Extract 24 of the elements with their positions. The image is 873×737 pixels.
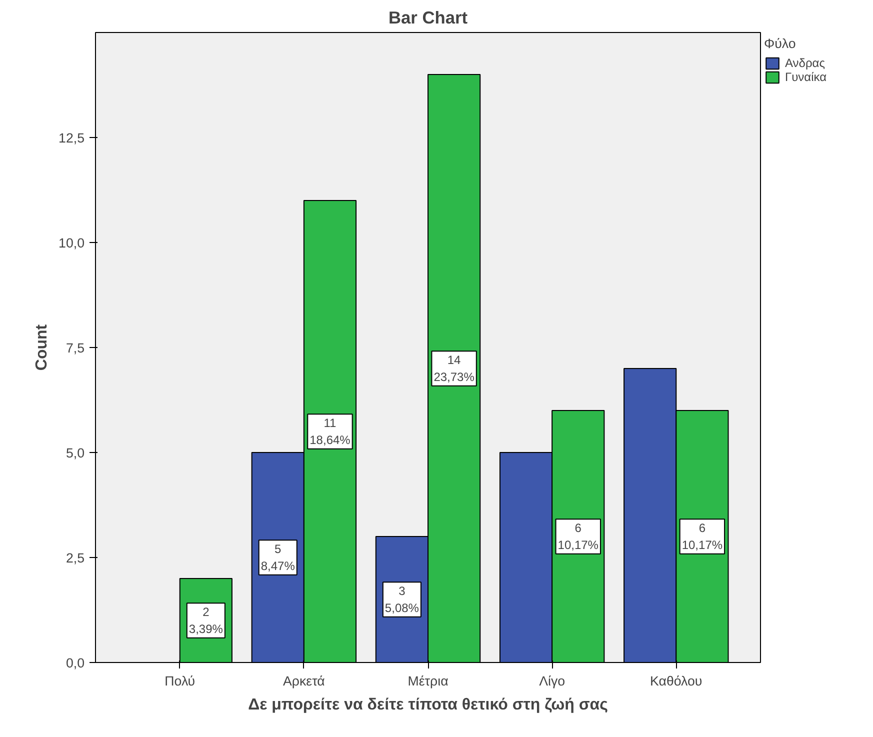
y-tick-label: 10,0: [58, 236, 85, 250]
y-tick-label: 0,0: [66, 656, 85, 670]
data-label: 3 5,08%: [384, 584, 420, 615]
data-label: 2 3,39%: [188, 605, 224, 636]
data-label: 5 8,47%: [260, 542, 296, 573]
x-tick-label: Μέτρια: [408, 674, 449, 688]
y-tick-label: 12,5: [58, 130, 85, 146]
legend-label: Ανδρας: [785, 56, 826, 70]
y-tick-label: 5,0: [66, 446, 85, 460]
data-label: 14 23,73%: [434, 353, 475, 384]
legend-title: Φύλο: [764, 36, 797, 51]
x-tick-label: Αρκετά: [283, 674, 326, 688]
y-tick-label: 2,5: [66, 550, 85, 566]
x-tick-label: Λίγο: [539, 674, 566, 688]
legend-label: Γυναίκα: [785, 70, 827, 84]
data-label: 11 18,64%: [310, 416, 351, 447]
x-tick-label: Καθόλου: [650, 674, 702, 688]
x-tick-label: Πολύ: [164, 674, 196, 688]
x-axis-title: Δε μπορείτε να δείτε τίποτα θετικό στη ζωή σας: [248, 696, 608, 714]
y-tick-label: 7,5: [66, 340, 85, 356]
chart-title: Bar Chart: [388, 8, 468, 28]
y-axis-title: Count: [34, 324, 51, 371]
data-label: 6 10,17%: [558, 521, 599, 552]
data-label: 6 10,17%: [682, 521, 723, 552]
